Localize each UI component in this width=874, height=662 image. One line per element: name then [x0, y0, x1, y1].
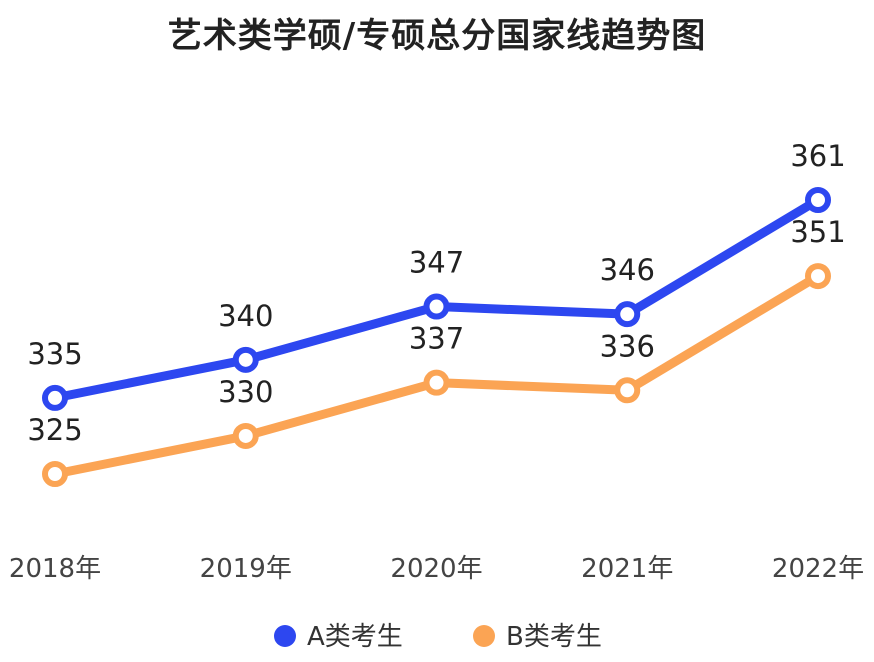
- series-2-data-label: 337: [409, 322, 464, 356]
- legend-item-1[interactable]: A类考生: [274, 622, 403, 652]
- series-2-data-label: 336: [600, 329, 655, 363]
- series-1-point[interactable]: [232, 346, 259, 373]
- legend-label: B类考生: [506, 622, 602, 652]
- series-2-data-label: 330: [218, 375, 273, 409]
- x-tick-label: 2018年: [9, 554, 101, 584]
- series-1-point[interactable]: [805, 187, 831, 213]
- series-2-data-label: 325: [27, 413, 82, 447]
- x-tick-label: 2020年: [390, 554, 482, 584]
- x-tick-label: 2019年: [200, 554, 292, 584]
- x-tick-label: 2022年: [772, 554, 864, 584]
- chart-title: 艺术类学硕/专硕总分国家线趋势图: [167, 16, 707, 56]
- series-layer: 325 330 337 336 351 335 340 347 346 361: [27, 139, 846, 487]
- x-tick-label: 2021年: [581, 554, 673, 584]
- series-1-data-label: 347: [409, 246, 464, 280]
- legend-item-2[interactable]: B类考生: [473, 622, 602, 652]
- series-1-data-label: 335: [27, 337, 82, 371]
- x-axis-labels: 2018年 2019年 2020年 2021年 2022年: [9, 554, 864, 584]
- series-1-data-label: 340: [218, 299, 273, 333]
- series-1-point[interactable]: [614, 301, 641, 328]
- series-2-point[interactable]: [42, 461, 68, 487]
- series-2-data-label: 351: [790, 215, 845, 249]
- series-2-point[interactable]: [805, 263, 831, 290]
- series-2-point[interactable]: [232, 422, 259, 449]
- series-2: 325 330 337 336 351: [27, 215, 846, 487]
- series-1-data-label: 361: [790, 139, 845, 173]
- legend-marker-icon: [473, 625, 495, 647]
- legend-marker-icon: [274, 625, 296, 647]
- legend: A类考生 B类考生: [274, 622, 602, 652]
- series-1: 335 340 347 346 361: [27, 139, 846, 411]
- series-2-point[interactable]: [423, 369, 450, 396]
- legend-label: A类考生: [307, 622, 403, 652]
- series-1-point[interactable]: [42, 384, 68, 411]
- series-1-point[interactable]: [423, 293, 450, 320]
- series-1-data-label: 346: [600, 253, 655, 287]
- series-2-point[interactable]: [614, 377, 641, 404]
